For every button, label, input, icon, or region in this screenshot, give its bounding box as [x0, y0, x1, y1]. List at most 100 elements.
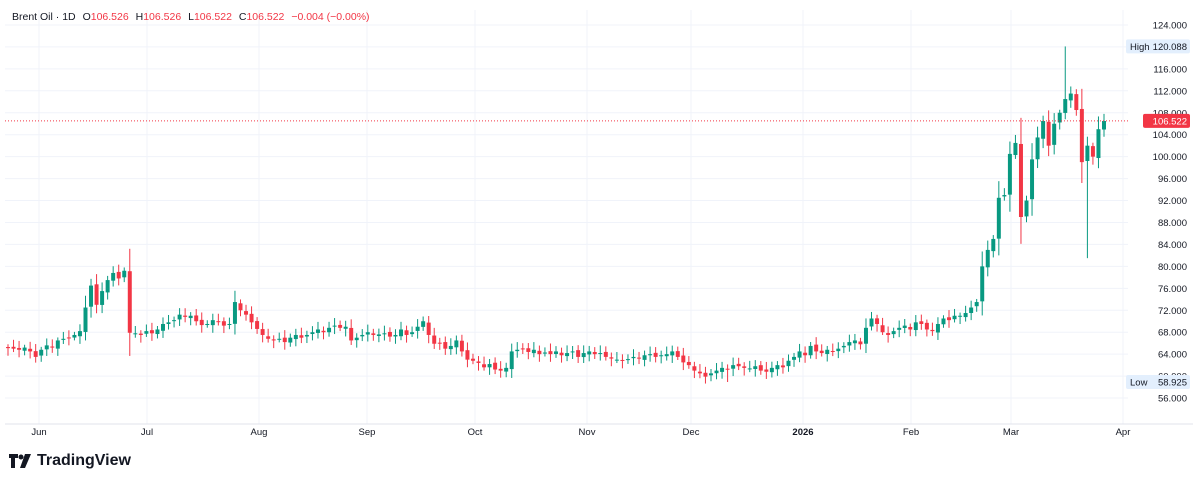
candle-body [360, 334, 365, 337]
candle-body [1035, 137, 1040, 160]
candle-body [66, 337, 71, 339]
price-tick-label: 112.000 [1153, 86, 1187, 97]
candle-body [17, 347, 22, 350]
candle-body [947, 317, 952, 321]
candle-body [315, 329, 320, 333]
candle-body [620, 359, 625, 361]
candle-body [410, 332, 415, 335]
candle-body [44, 345, 49, 350]
candle-body [77, 331, 82, 337]
candle-body [941, 318, 946, 325]
candle-body [830, 350, 835, 352]
candle-body [133, 333, 138, 335]
open-key: O [82, 11, 91, 23]
candle-body [1068, 93, 1073, 101]
candle-body [974, 302, 979, 307]
candle-body [980, 266, 985, 302]
candle-body [376, 334, 381, 337]
candle-body [177, 314, 182, 320]
candle-body [271, 339, 276, 341]
candle-body [863, 327, 868, 344]
candle-body [875, 318, 880, 324]
candle-body [28, 348, 33, 352]
candle-body [764, 369, 769, 372]
price-tick-label: 92.000 [1158, 196, 1187, 207]
candle-body [780, 365, 785, 368]
candle-body [61, 338, 66, 340]
candle-body [565, 353, 570, 357]
time-tick-label: Feb [903, 427, 919, 438]
candle-body [841, 345, 846, 348]
candle-body [648, 354, 653, 356]
high-value: 106.526 [143, 11, 182, 23]
candle-body [880, 325, 885, 333]
candle-body [814, 344, 819, 352]
candle-body [172, 320, 177, 322]
candle-body [122, 270, 127, 278]
candle-body [515, 349, 520, 352]
candle-body [1041, 120, 1046, 139]
candle-body [996, 197, 1001, 239]
candle-body [902, 325, 907, 328]
candle-body [155, 329, 160, 335]
tradingview-brand[interactable]: TradingView [9, 452, 131, 470]
candle-body [554, 351, 558, 355]
candle-body [255, 321, 260, 329]
candle-body [354, 337, 359, 341]
candle-body [160, 323, 165, 331]
time-tick-label: Aug [251, 427, 268, 438]
candle-body [1079, 108, 1084, 163]
candle-body [587, 351, 592, 355]
candle-body [1018, 143, 1023, 217]
candle-body [210, 320, 215, 326]
candle-body [288, 337, 293, 343]
candle-body [603, 351, 608, 357]
candle-body [94, 284, 99, 305]
candle-body [293, 334, 298, 340]
price-tick-label: 72.000 [1158, 306, 1187, 317]
candle-body [736, 363, 741, 367]
low-price-value: 58.925 [1158, 378, 1187, 389]
candle-body [238, 303, 243, 311]
candle-body [808, 345, 813, 356]
interval-label[interactable]: 1D [62, 11, 76, 23]
candle-body [714, 370, 719, 374]
low-price-caption: Low [1130, 378, 1148, 389]
time-axis: Jun Jul Aug Sep Oct Nov Dec 2026 Feb Mar Apr [5, 423, 1193, 438]
candle-body [116, 271, 121, 279]
candle-body [659, 355, 664, 357]
candle-body [304, 334, 309, 337]
candle-body [459, 340, 464, 352]
candle-body [897, 327, 902, 330]
candle-body [232, 302, 237, 324]
candle-body [670, 351, 675, 356]
candle-body [338, 324, 343, 328]
tradingview-logo-icon [9, 454, 31, 468]
candle-body [244, 311, 249, 315]
candle-body [55, 340, 60, 349]
low-value: 106.522 [193, 11, 232, 23]
candle-body [963, 313, 968, 318]
candle-body [958, 315, 963, 317]
candle-body [548, 351, 553, 355]
candle-body [327, 327, 332, 333]
candle-body [6, 347, 10, 349]
candle-body [33, 351, 38, 357]
low-key: L [188, 11, 194, 23]
candle-body [531, 349, 536, 354]
candle-body [919, 321, 924, 324]
candle-body [598, 353, 603, 355]
candle-body [482, 364, 487, 368]
candle-body [742, 366, 747, 368]
candle-body [537, 350, 542, 355]
candle-body [747, 368, 752, 370]
candle-body [985, 249, 990, 268]
candle-body [393, 334, 398, 337]
symbol-name[interactable]: Brent Oil [12, 11, 53, 23]
candle-body [509, 351, 514, 370]
open-value: 106.526 [90, 11, 129, 23]
candle-body [138, 333, 143, 335]
candle-body [72, 334, 77, 338]
candle-body [952, 315, 957, 320]
